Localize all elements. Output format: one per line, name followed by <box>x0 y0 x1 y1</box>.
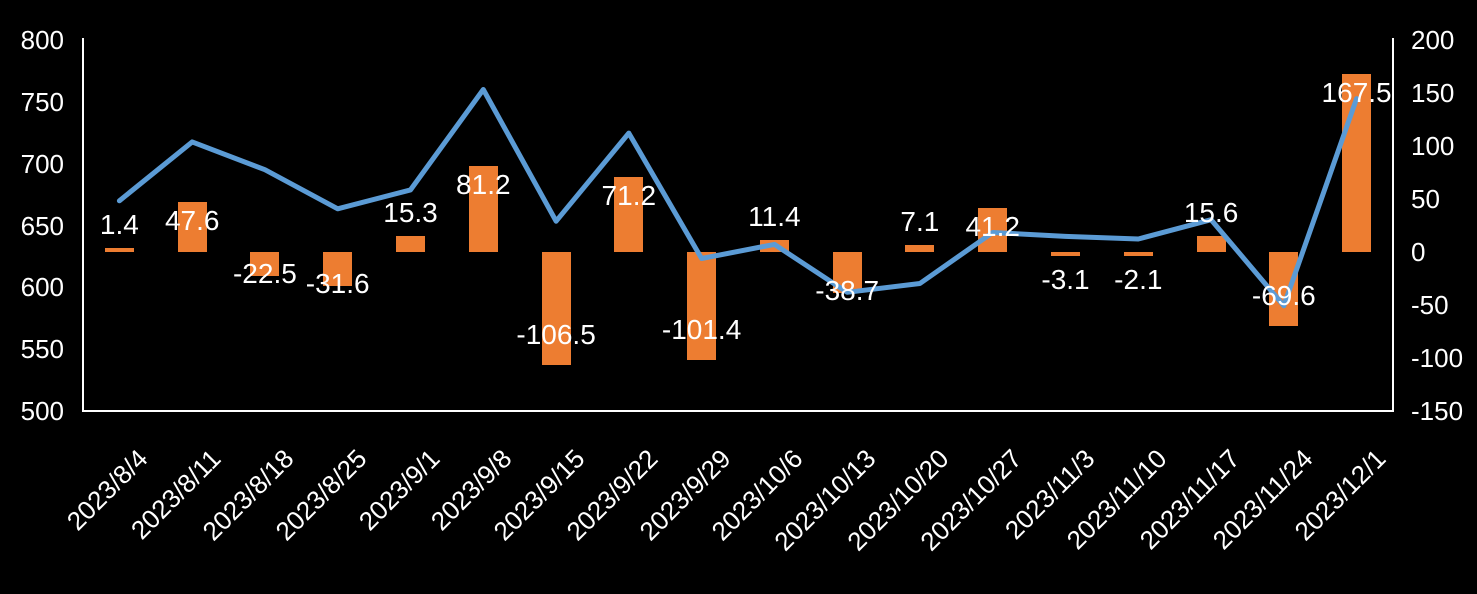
right-axis-tick-label: 50 <box>1411 184 1440 214</box>
bar <box>468 165 498 252</box>
left-axis-tick-label: 650 <box>20 210 64 241</box>
bar <box>1051 252 1080 256</box>
bottom-axis-line <box>82 410 1394 412</box>
right-axis-tick-label: 150 <box>1411 78 1455 108</box>
bar <box>1269 252 1299 326</box>
bar <box>396 235 425 252</box>
bar <box>250 252 280 276</box>
bar-data-label: -31.6 <box>305 267 370 299</box>
bar-data-label: 41.2 <box>965 211 1020 243</box>
bar-data-label: 47.6 <box>164 204 220 236</box>
right-axis-tick-label: 0 <box>1411 237 1426 267</box>
bar-data-label: 167.5 <box>1321 77 1392 109</box>
right-axis-tick-label: -100 <box>1411 343 1464 373</box>
left-axis-tick-label: 500 <box>20 396 64 426</box>
right-axis-tick-label: 100 <box>1411 131 1455 161</box>
bar-data-label: -101.4 <box>661 313 742 345</box>
right-axis-tick-label: -50 <box>1411 290 1449 320</box>
bar <box>687 252 717 360</box>
right-axis-line <box>1392 38 1394 412</box>
bar <box>104 248 134 252</box>
bar-data-label: 11.4 <box>748 200 801 232</box>
bar-data-label: -69.6 <box>1251 279 1316 311</box>
bar <box>177 201 207 252</box>
bar-data-label: 71.2 <box>601 179 657 211</box>
bar-data-label: -106.5 <box>516 318 596 350</box>
left-axis-tick-label: 750 <box>20 86 64 117</box>
right-axis-tick-label: 200 <box>1411 25 1455 55</box>
bar <box>323 252 353 286</box>
bar <box>1196 235 1226 252</box>
bar-data-label: -22.5 <box>232 257 297 289</box>
left-axis-line <box>82 38 84 412</box>
bar <box>541 252 571 365</box>
left-axis-tick-label: 700 <box>20 148 64 179</box>
bar <box>905 244 935 252</box>
left-axis-tick-label: 600 <box>20 272 64 303</box>
bar <box>1123 252 1153 256</box>
right-axis-tick-label: -150 <box>1411 396 1464 426</box>
bar <box>614 176 644 252</box>
line-series <box>116 87 1360 309</box>
bar-data-label: 15.6 <box>1183 196 1239 228</box>
left-axis-tick-label: 800 <box>20 25 64 55</box>
bar-data-label: -3.1 <box>1041 264 1090 295</box>
bar-data-label: 81.2 <box>456 168 511 200</box>
bar-data-label: -2.1 <box>1114 264 1163 295</box>
bar-data-label: -38.7 <box>815 275 880 306</box>
bar-data-label: 15.3 <box>383 196 438 228</box>
left-axis-tick-label: 550 <box>20 334 64 365</box>
bar-data-label: 7.1 <box>900 205 940 237</box>
bar-data-label: 1.4 <box>99 209 139 240</box>
